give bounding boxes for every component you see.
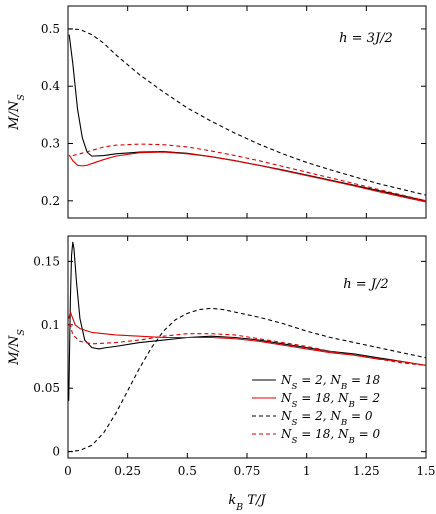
x-tick-label: 1.5 — [416, 464, 435, 478]
x-tick-label: 0.5 — [178, 464, 197, 478]
panel-annotation: h = 3J/2 — [339, 31, 393, 46]
y-tick-label: 0.3 — [41, 137, 60, 151]
y-tick-label: 0.5 — [41, 22, 60, 36]
x-tick-label: 0 — [64, 464, 72, 478]
series-line-3 — [68, 307, 426, 453]
y-axis-label: M/NS — [7, 94, 27, 130]
series-line-4 — [68, 324, 426, 366]
y-tick-label: 0.2 — [41, 194, 60, 208]
series-line-1 — [68, 34, 426, 202]
series-line-2 — [68, 151, 426, 203]
y-axis-label: M/NS — [7, 329, 27, 365]
series-line-3 — [68, 28, 426, 196]
panel-1: 0.2 0.3 0.4 0.5 M/NS h = 3J/2 — [7, 5, 427, 219]
y-tick-label: 0.05 — [33, 381, 60, 395]
x-tick-label: 0.25 — [114, 464, 141, 478]
legend-label: NS = 2, NB = 18 — [280, 373, 381, 392]
y-tick-label: 0 — [52, 445, 60, 459]
panel-annotation: h = J/2 — [343, 277, 388, 292]
legend-label: NS = 2, NB = 0 — [280, 409, 373, 428]
x-tick-label: 0.75 — [234, 464, 261, 478]
y-tick-label: 0.4 — [41, 79, 60, 93]
series-line-4 — [72, 143, 426, 202]
plot-frame — [67, 235, 427, 459]
y-tick-label: 0.15 — [33, 254, 60, 268]
x-tick-label: 1.25 — [353, 464, 380, 478]
legend-label: NS = 18, NB = 0 — [280, 427, 381, 446]
x-axis-label: kB T/J — [228, 493, 266, 513]
panel-2: 0 0.05 0.1 0.15 0 0.25 0.5 0.75 1 1.25 1.5 M/NS kB T… — [7, 235, 436, 513]
legend-label: NS = 18, NB = 2 — [280, 391, 380, 410]
y-tick-label: 0.1 — [41, 318, 60, 332]
x-tick-label: 1 — [303, 464, 311, 478]
